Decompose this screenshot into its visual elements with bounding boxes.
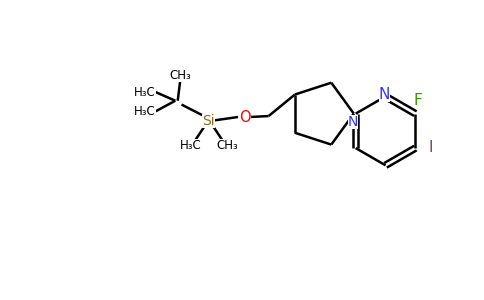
Text: H₃C: H₃C	[134, 85, 156, 99]
Text: Si: Si	[202, 114, 215, 128]
Text: N: N	[348, 115, 358, 129]
Text: I: I	[428, 140, 433, 154]
Text: H₃C: H₃C	[180, 139, 201, 152]
Text: CH₃: CH₃	[169, 69, 191, 82]
Text: O: O	[239, 110, 251, 124]
Text: N: N	[379, 88, 390, 103]
Text: F: F	[413, 93, 422, 108]
Text: CH₃: CH₃	[216, 139, 238, 152]
Text: H₃C: H₃C	[134, 105, 156, 118]
